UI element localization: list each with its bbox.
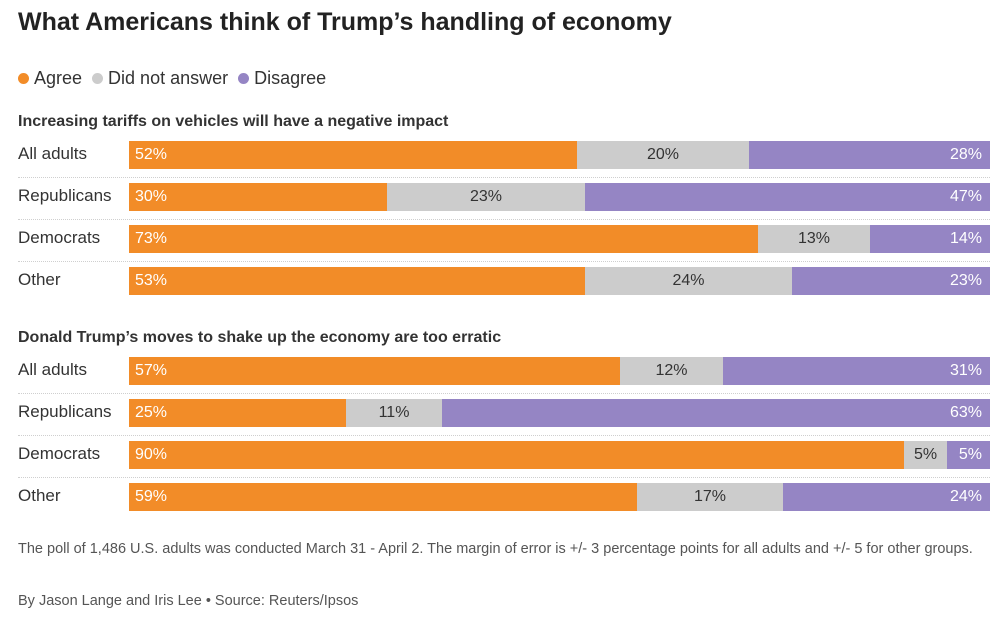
- bar-segment-did-not-answer: 23%: [387, 183, 585, 211]
- bar-segment-disagree: 23%: [792, 267, 990, 295]
- data-label-agree: 59%: [135, 488, 168, 505]
- panel-title: Increasing tariffs on vehicles will have…: [18, 113, 449, 130]
- bar-segment-did-not-answer: 13%: [758, 225, 870, 253]
- bar-segment-agree: 57%: [129, 357, 620, 385]
- data-label-did-not-answer: 12%: [655, 362, 688, 379]
- panel-tariffs: Increasing tariffs on vehicles will have…: [0, 113, 1005, 303]
- category-label: Republicans: [18, 402, 112, 421]
- bar-segment-disagree: 14%: [870, 225, 990, 253]
- data-label-agree: 53%: [135, 272, 168, 289]
- credit-line: By Jason Lange and Iris Lee • Source: Re…: [18, 593, 359, 609]
- stacked-bar: 90% 5% 5%: [129, 441, 990, 469]
- panel-title: Donald Trump’s moves to shake up the eco…: [18, 329, 502, 346]
- data-label-did-not-answer: 17%: [693, 488, 727, 505]
- category-label: Other: [18, 270, 61, 289]
- bar-segment-did-not-answer: 17%: [637, 483, 783, 511]
- data-label-disagree: 5%: [958, 446, 982, 463]
- data-label-did-not-answer: 13%: [797, 230, 831, 247]
- bar-segment-did-not-answer: 11%: [346, 399, 442, 427]
- data-label-did-not-answer: 23%: [469, 188, 503, 205]
- bar-segment-disagree: 47%: [585, 183, 990, 211]
- legend-label-agree: Agree: [34, 67, 83, 88]
- category-label: Democrats: [18, 228, 101, 247]
- data-label-did-not-answer: 24%: [672, 272, 705, 289]
- bar-segment-agree: 30%: [129, 183, 387, 211]
- data-label-disagree: 31%: [949, 362, 982, 379]
- data-label-did-not-answer: 20%: [646, 146, 680, 163]
- bar-segment-did-not-answer: 24%: [585, 267, 792, 295]
- category-label: Other: [18, 486, 61, 505]
- bar-row: Republicans 30% 23% 47%: [0, 175, 1005, 217]
- data-label-did-not-answer: 11%: [378, 404, 410, 421]
- bar-segment-did-not-answer: 5%: [904, 441, 947, 469]
- legend-dot-disagree: [238, 72, 250, 84]
- bar-segment-agree: 25%: [129, 399, 346, 427]
- row-divider: [18, 435, 990, 436]
- bar-segment-disagree: 24%: [783, 483, 990, 511]
- data-label-agree: 25%: [135, 404, 168, 421]
- stacked-bar: 25% 11% 63%: [129, 399, 990, 427]
- bar-segment-disagree: 31%: [723, 357, 990, 385]
- stacked-bar: 73% 13% 14%: [129, 225, 990, 253]
- bar-segment-disagree: 5%: [947, 441, 990, 469]
- stacked-bar: 59% 17% 24%: [129, 483, 990, 511]
- bar-segment-agree: 53%: [129, 267, 585, 295]
- bar-row: All adults 57% 12% 31%: [0, 349, 1005, 391]
- legend-dot-agree: [18, 72, 29, 84]
- row-divider: [18, 477, 990, 478]
- bar-row: Other 59% 17% 24%: [0, 475, 1005, 517]
- bar-row: Republicans 25% 11% 63%: [0, 391, 1005, 433]
- data-label-agree: 73%: [135, 230, 168, 247]
- bar-segment-disagree: 28%: [749, 141, 990, 169]
- bar-segment-agree: 73%: [129, 225, 758, 253]
- bar-segment-agree: 90%: [129, 441, 904, 469]
- row-divider: [18, 177, 990, 178]
- data-label-agree: 57%: [135, 362, 168, 379]
- legend-item-agree: Agree: [18, 68, 82, 89]
- stacked-bar: 53% 24% 23%: [129, 267, 990, 295]
- category-label: Democrats: [18, 444, 101, 463]
- data-label-disagree: 63%: [949, 404, 982, 421]
- bar-row: Democrats 90% 5% 5%: [0, 433, 1005, 475]
- legend-item-did-not-answer: Did not answer: [92, 68, 228, 89]
- data-label-did-not-answer: 5%: [913, 446, 938, 463]
- chart-title: What Americans think of Trump’s handling…: [18, 8, 672, 36]
- legend: Agree Did not answer Disagree: [18, 66, 336, 90]
- legend-label-disagree: Disagree: [254, 67, 327, 88]
- category-label: Republicans: [18, 186, 112, 205]
- data-label-agree: 30%: [135, 188, 168, 205]
- row-divider: [18, 393, 990, 394]
- bar-segment-did-not-answer: 12%: [620, 357, 723, 385]
- category-label: All adults: [18, 360, 87, 379]
- stacked-bar: 57% 12% 31%: [129, 357, 990, 385]
- bar-row: Other 53% 24% 23%: [0, 259, 1005, 301]
- data-label-disagree: 47%: [949, 188, 982, 205]
- data-label-disagree: 23%: [949, 272, 982, 289]
- row-divider: [18, 219, 990, 220]
- stacked-bar: 52% 20% 28%: [129, 141, 990, 169]
- bar-segment-did-not-answer: 20%: [577, 141, 749, 169]
- bar-segment-agree: 52%: [129, 141, 577, 169]
- bar-row: Democrats 73% 13% 14%: [0, 217, 1005, 259]
- data-label-agree: 90%: [135, 446, 168, 463]
- data-label-disagree: 24%: [949, 488, 982, 505]
- bar-segment-disagree: 63%: [442, 399, 990, 427]
- data-label-agree: 52%: [135, 146, 168, 163]
- bar-segment-agree: 59%: [129, 483, 637, 511]
- data-label-disagree: 14%: [949, 230, 982, 247]
- data-label-disagree: 28%: [949, 146, 982, 163]
- stacked-bar: 30% 23% 47%: [129, 183, 990, 211]
- legend-label-did-not-answer: Did not answer: [108, 67, 229, 88]
- category-label: All adults: [18, 144, 87, 163]
- legend-dot-did-not-answer: [92, 72, 104, 84]
- bar-row: All adults 52% 20% 28%: [0, 133, 1005, 175]
- footnote: The poll of 1,486 U.S. adults was conduc…: [18, 541, 973, 557]
- row-divider: [18, 261, 990, 262]
- panel-erratic: Donald Trump’s moves to shake up the eco…: [0, 329, 1005, 519]
- legend-item-disagree: Disagree: [238, 68, 326, 89]
